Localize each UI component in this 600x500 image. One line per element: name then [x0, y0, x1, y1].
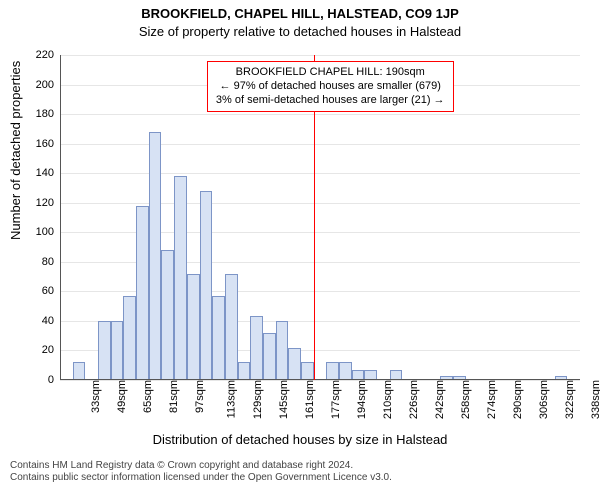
x-tick: 226sqm: [402, 380, 420, 419]
y-tick: 160: [36, 138, 60, 150]
histogram-bar: [73, 362, 86, 380]
x-tick: 81sqm: [162, 380, 180, 413]
x-tick: 49sqm: [110, 380, 128, 413]
gridline: [60, 114, 580, 115]
gridline: [60, 173, 580, 174]
histogram-bar: [263, 333, 276, 380]
y-tick: 120: [36, 197, 60, 209]
chart-title-sub: Size of property relative to detached ho…: [0, 24, 600, 39]
histogram-bar: [111, 321, 124, 380]
chart-title-main: BROOKFIELD, CHAPEL HILL, HALSTEAD, CO9 1…: [0, 6, 600, 21]
footer-attribution: Contains HM Land Registry data © Crown c…: [10, 460, 392, 484]
footer-line-1: Contains HM Land Registry data © Crown c…: [10, 460, 392, 472]
x-tick: 290sqm: [506, 380, 524, 419]
x-tick: 194sqm: [350, 380, 368, 419]
annotation-line: 3% of semi-detached houses are larger (2…: [216, 94, 445, 108]
histogram-bar: [250, 316, 263, 380]
x-tick: 33sqm: [84, 380, 102, 413]
histogram-bar: [98, 321, 111, 380]
x-tick: 306sqm: [532, 380, 550, 419]
histogram-bar: [326, 362, 339, 380]
histogram-bar: [123, 296, 136, 380]
footer-line-2: Contains public sector information licen…: [10, 472, 392, 484]
gridline: [60, 144, 580, 145]
histogram-bar: [149, 132, 162, 380]
x-tick: 129sqm: [246, 380, 264, 419]
y-tick: 40: [42, 315, 60, 327]
x-tick: 65sqm: [136, 380, 154, 413]
x-tick: 161sqm: [298, 380, 316, 419]
y-tick: 60: [42, 285, 60, 297]
x-axis-label: Distribution of detached houses by size …: [0, 432, 600, 447]
x-tick: 258sqm: [454, 380, 472, 419]
histogram-bar: [276, 321, 289, 380]
y-tick: 200: [36, 79, 60, 91]
x-tick: 338sqm: [584, 380, 600, 419]
y-tick: 180: [36, 108, 60, 120]
gridline: [60, 55, 580, 56]
y-axis-label: Number of detached properties: [8, 61, 23, 240]
histogram-bar: [187, 274, 200, 380]
x-tick: 177sqm: [324, 380, 342, 419]
histogram-bar: [225, 274, 238, 380]
histogram-bar: [339, 362, 352, 380]
y-tick: 140: [36, 167, 60, 179]
y-tick: 100: [36, 226, 60, 238]
x-tick: 274sqm: [480, 380, 498, 419]
x-tick: 113sqm: [219, 380, 237, 418]
y-tick: 20: [42, 344, 60, 356]
y-tick: 80: [42, 256, 60, 268]
annotation-line: BROOKFIELD CHAPEL HILL: 190sqm: [216, 66, 445, 80]
histogram-bar: [212, 296, 225, 380]
x-axis-line: [60, 379, 580, 380]
histogram-bar: [200, 191, 213, 380]
histogram-bar: [301, 362, 314, 380]
y-axis-line: [60, 55, 61, 380]
y-tick: 0: [48, 374, 60, 386]
histogram-bar: [161, 250, 174, 380]
histogram-bar: [238, 362, 251, 380]
x-tick: 145sqm: [272, 380, 290, 419]
x-tick: 242sqm: [428, 380, 446, 419]
annotation-box: BROOKFIELD CHAPEL HILL: 190sqm← 97% of d…: [207, 61, 454, 112]
histogram-bar: [136, 206, 149, 380]
histogram-bar: [288, 348, 301, 381]
gridline: [60, 203, 580, 204]
histogram-bar: [174, 176, 187, 380]
x-tick: 322sqm: [558, 380, 576, 419]
x-tick: 210sqm: [376, 380, 394, 419]
plot-area: 02040608010012014016018020022033sqm49sqm…: [60, 55, 580, 380]
x-tick: 97sqm: [188, 380, 206, 413]
annotation-line: ← 97% of detached houses are smaller (67…: [216, 80, 445, 94]
y-tick: 220: [36, 49, 60, 61]
